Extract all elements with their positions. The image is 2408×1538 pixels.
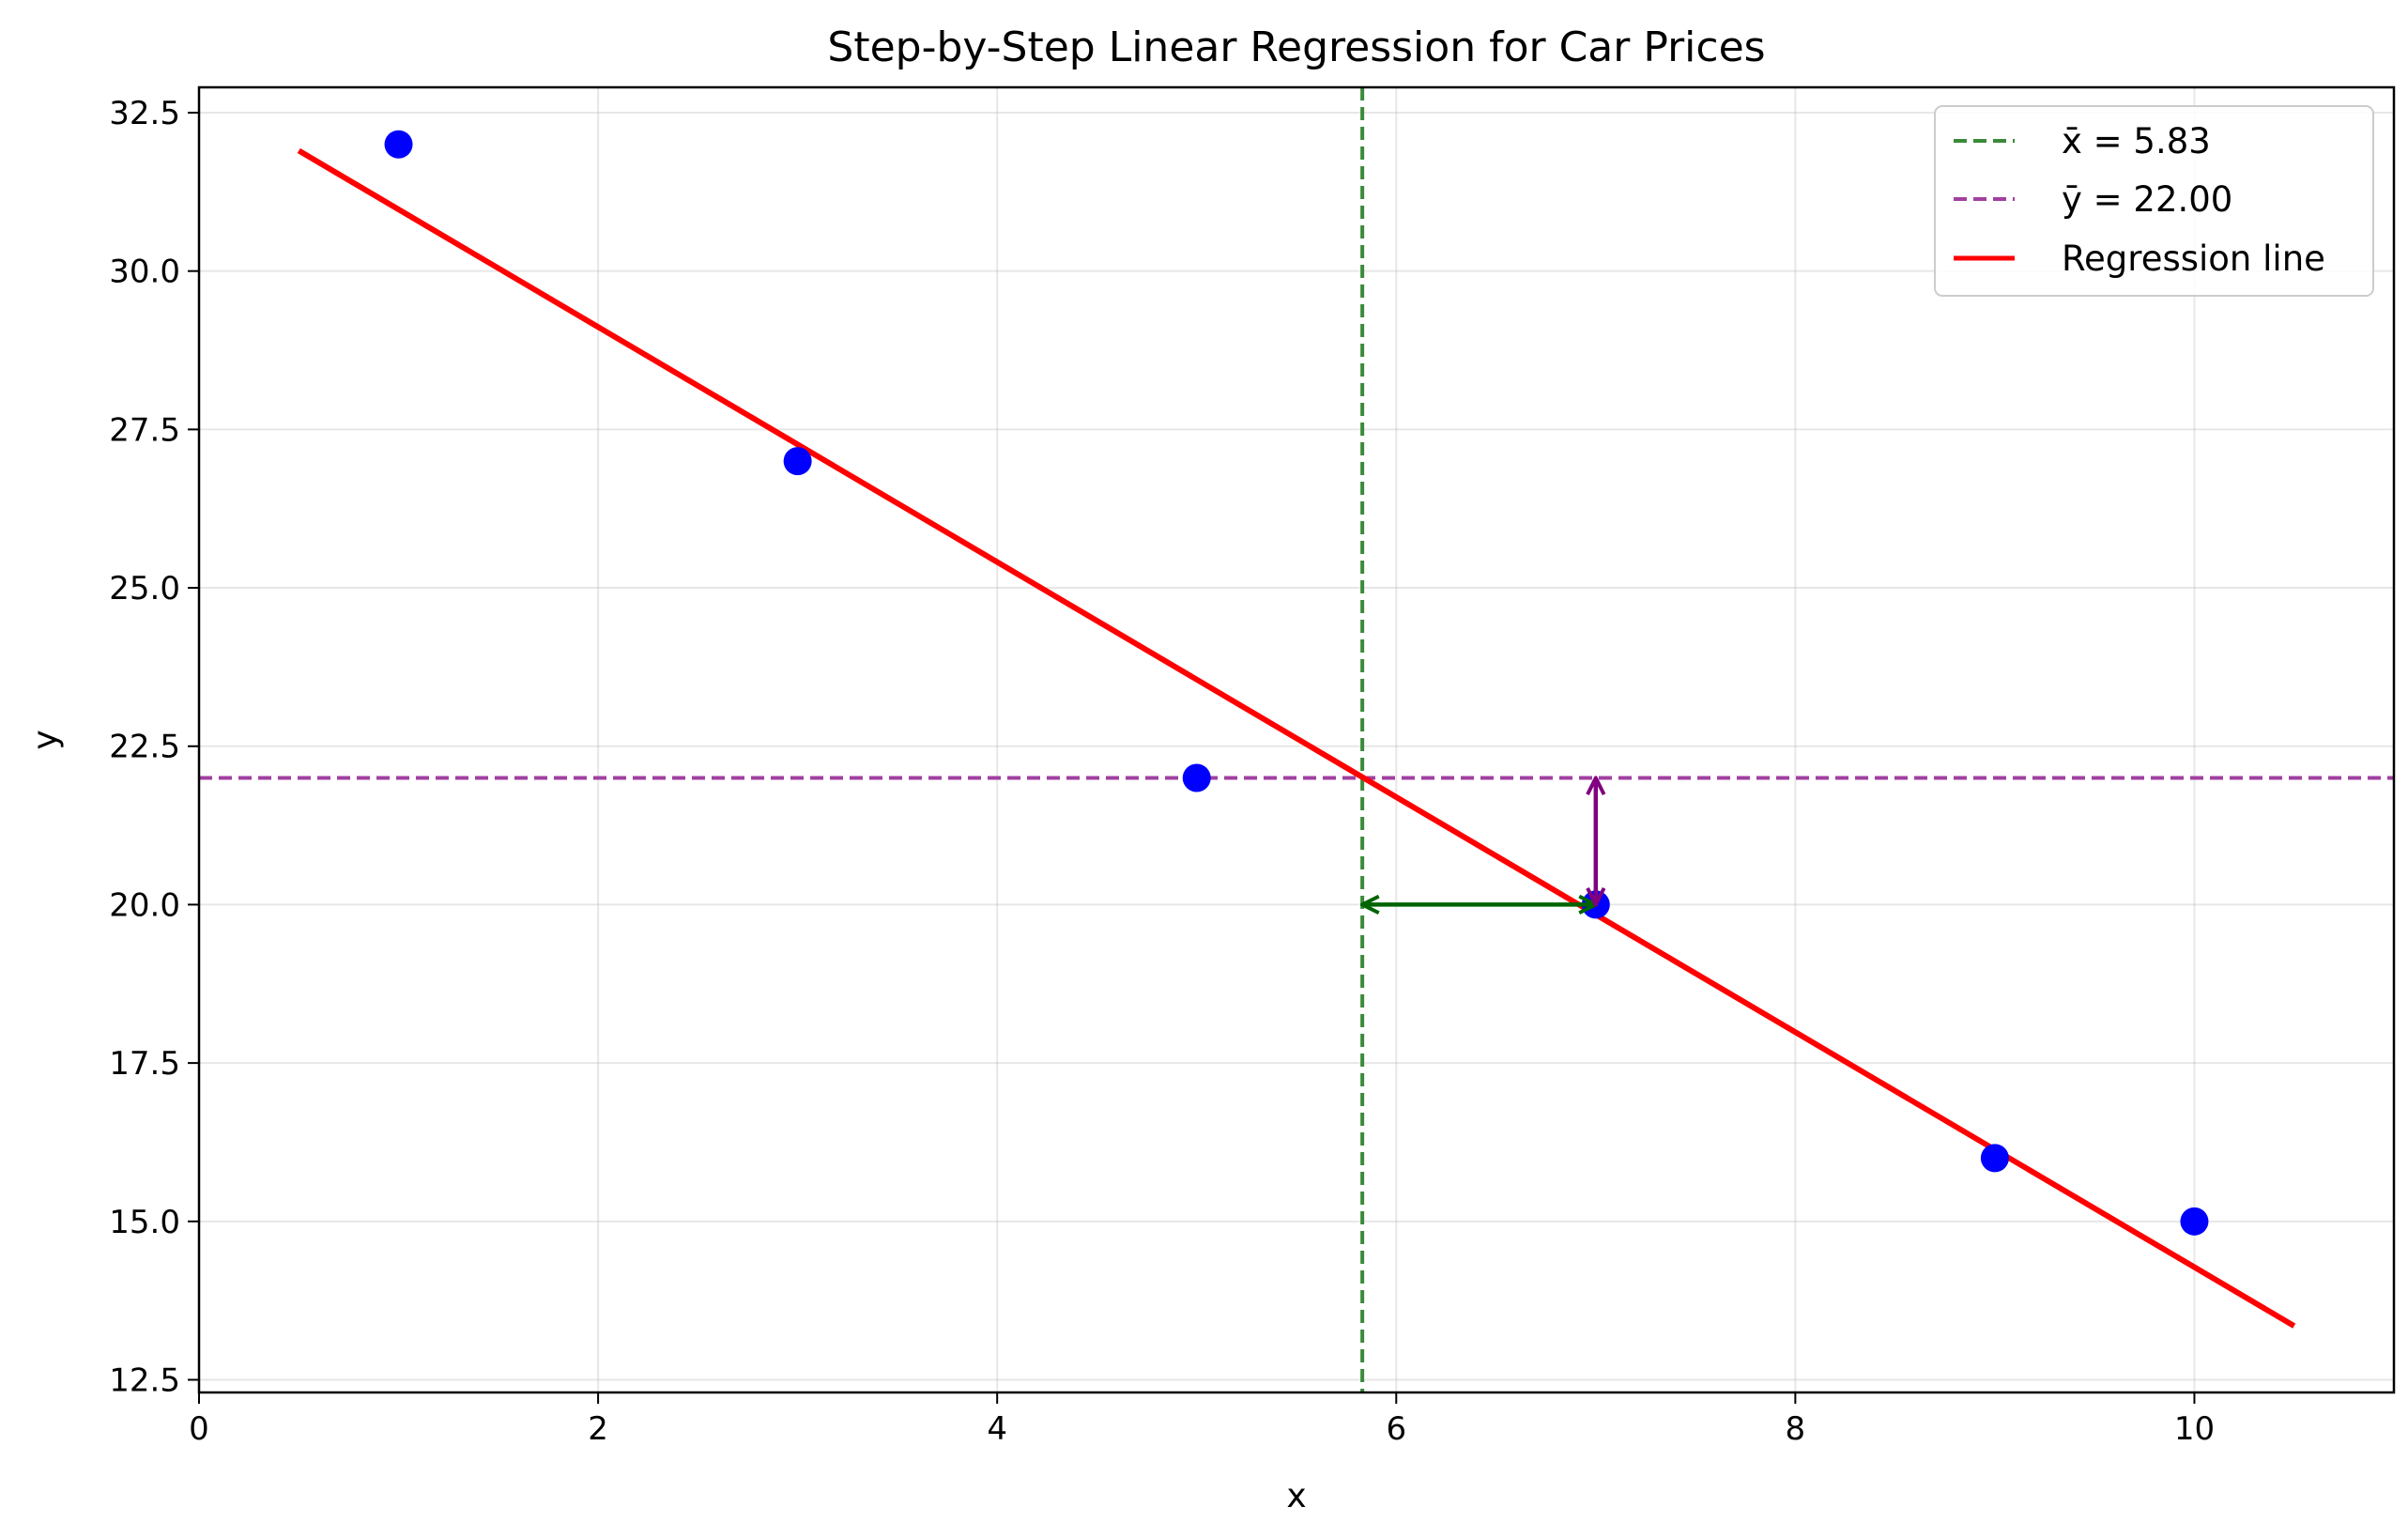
legend-label-mean-y: ȳ = 22.00 bbox=[2062, 179, 2232, 220]
x-tick-label: 8 bbox=[1786, 1410, 1806, 1448]
data-point bbox=[783, 447, 812, 476]
x-tick-label: 10 bbox=[2174, 1410, 2215, 1448]
y-tick-label: 22.5 bbox=[109, 729, 180, 766]
y-tick-label: 30.0 bbox=[109, 254, 180, 291]
y-tick-label: 25.0 bbox=[109, 570, 180, 608]
x-tick-label: 0 bbox=[189, 1410, 209, 1448]
y-axis-label: y bbox=[26, 730, 65, 749]
data-point bbox=[2180, 1207, 2209, 1236]
y-tick-label: 32.5 bbox=[109, 95, 180, 132]
y-tick-label: 20.0 bbox=[109, 886, 180, 924]
legend-box bbox=[1934, 105, 2374, 297]
y-axis-ticks: 12.5 15.0 17.5 20.0 22.5 25.0 27.5 30.0 32.5 bbox=[109, 95, 199, 1400]
regression-line bbox=[297, 147, 2296, 1329]
legend-label-regression: Regression line bbox=[2062, 238, 2325, 279]
axes-frame bbox=[197, 85, 2396, 1394]
legend: x̄ = 5.83 ȳ = 22.00 Regression line bbox=[1934, 105, 2374, 297]
x-tick-label: 4 bbox=[987, 1410, 1007, 1448]
data-point bbox=[384, 130, 413, 159]
y-tick-label: 27.5 bbox=[109, 411, 180, 449]
legend-label-mean-x: x̄ = 5.83 bbox=[2062, 121, 2211, 161]
y-tick-label: 12.5 bbox=[109, 1362, 180, 1400]
data-point bbox=[1182, 763, 1211, 792]
x-tick-label: 2 bbox=[588, 1410, 608, 1448]
x-axis-ticks: 0 2 4 6 8 10 bbox=[189, 1392, 2215, 1448]
y-tick-label: 15.0 bbox=[109, 1204, 180, 1241]
data-point bbox=[1980, 1144, 2009, 1173]
annotations bbox=[1362, 777, 1596, 904]
chart-title: Step-by-Step Linear Regression for Car P… bbox=[827, 23, 1765, 71]
y-tick-label: 17.5 bbox=[109, 1045, 180, 1083]
x-axis-label: x bbox=[1286, 1477, 1306, 1515]
x-tick-label: 6 bbox=[1386, 1410, 1406, 1448]
